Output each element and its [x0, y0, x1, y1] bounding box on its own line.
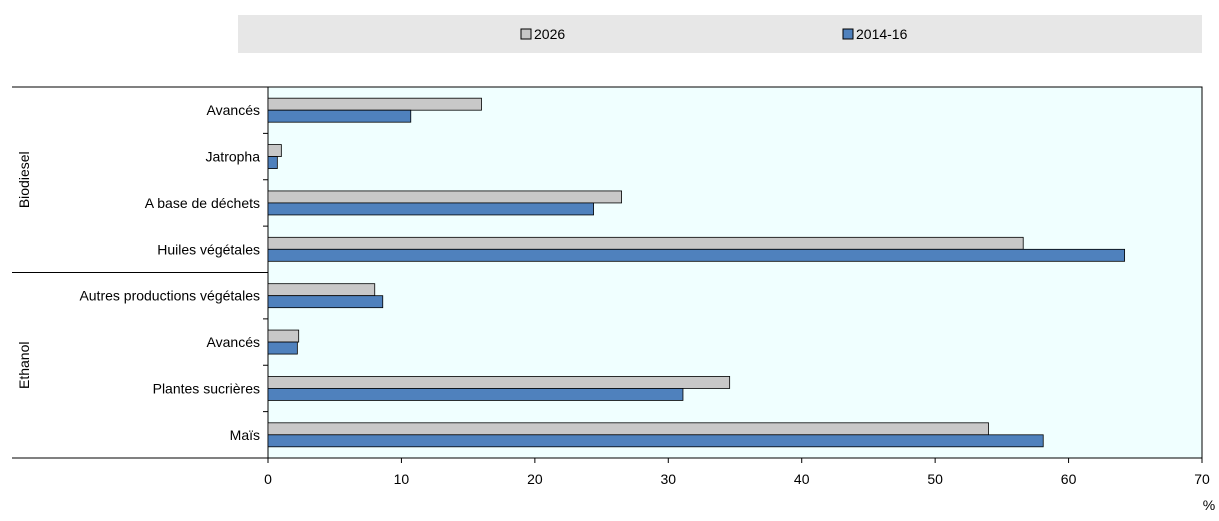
- legend-background: [238, 15, 1202, 53]
- plot-area: [267, 86, 1203, 459]
- bar-201416: [267, 434, 1044, 448]
- x-axis-label: %: [1203, 497, 1215, 513]
- category-label: Jatropha: [206, 149, 261, 165]
- category-label: Maïs: [230, 427, 260, 443]
- legend-swatch-0: [520, 28, 532, 40]
- legend-label-0: 2026: [534, 26, 565, 42]
- bar-2026: [267, 236, 1024, 250]
- bar-201416: [267, 388, 684, 401]
- category-label: Plantes sucrières: [153, 380, 260, 396]
- legend-label-1: 2014-16: [856, 26, 908, 42]
- bar-2026: [267, 190, 622, 204]
- bar-2026: [267, 144, 282, 157]
- x-tick-label: 30: [660, 471, 676, 487]
- bar-201416: [267, 156, 278, 169]
- bar-2026: [267, 97, 482, 111]
- bar-2026: [267, 329, 300, 343]
- x-tick-label: 50: [927, 471, 943, 487]
- x-tick-label: 60: [1061, 471, 1077, 487]
- x-tick-label: 70: [1194, 471, 1210, 487]
- group-label: Biodiesel: [16, 151, 32, 208]
- x-tick-label: 10: [394, 471, 410, 487]
- bar-201416: [267, 341, 298, 355]
- bar-2026: [267, 376, 731, 389]
- category-label: A base de déchets: [145, 195, 260, 211]
- category-label: Autres productions végétales: [79, 288, 260, 304]
- x-tick-label: 40: [794, 471, 810, 487]
- category-label: Huiles végétales: [157, 241, 260, 257]
- bar-201416: [267, 248, 1126, 262]
- bar-2026: [267, 422, 989, 436]
- legend-swatch-1: [842, 28, 854, 40]
- category-label: Avancés: [207, 334, 260, 350]
- bar-201416: [267, 109, 412, 123]
- category-label: Avancés: [207, 102, 260, 118]
- x-tick-label: 20: [527, 471, 543, 487]
- bar-201416: [267, 295, 384, 309]
- bar-2026: [267, 283, 376, 297]
- group-label: Ethanol: [16, 342, 32, 389]
- bar-201416: [267, 202, 594, 216]
- x-tick-label: 0: [264, 471, 272, 487]
